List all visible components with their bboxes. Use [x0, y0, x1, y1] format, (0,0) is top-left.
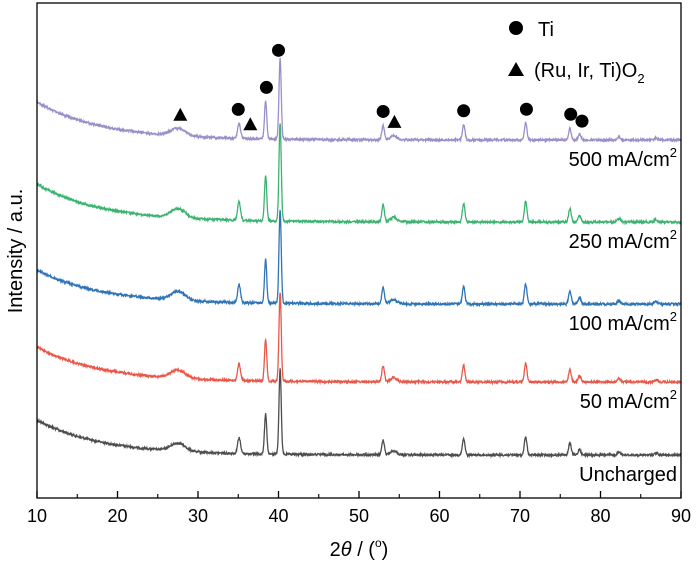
ti-peak-marker [457, 104, 471, 118]
oxide-peak-marker [387, 114, 402, 128]
series-line [36, 123, 682, 226]
ti-peak-marker [376, 104, 390, 118]
legend-triangle-marker [508, 62, 524, 76]
legend-label-oxide: (Ru, Ir, Ti)O2 [534, 60, 645, 86]
series-label: Uncharged [579, 464, 677, 486]
series-label-sup: 2 [670, 309, 677, 324]
ti-peak-marker [272, 43, 285, 57]
x-tick-label: 50 [349, 506, 369, 526]
series-label-main: 500 mA/cm [569, 149, 670, 171]
x-title-prefix: 2 [330, 539, 341, 561]
x-tick-label: 70 [510, 506, 530, 526]
ti-peak-marker [564, 107, 578, 121]
series-label-main: 250 mA/cm [569, 231, 670, 253]
series-label-sup: 2 [670, 145, 677, 160]
legend-label-oxide-sub: 2 [637, 71, 644, 86]
series-label-main: 100 mA/cm [569, 313, 670, 335]
series-line [36, 368, 682, 459]
legend: Ti (Ru, Ir, Ti)O2 [508, 19, 645, 86]
legend-circle-marker [509, 21, 523, 35]
series-line [36, 57, 682, 144]
series-label-sup: 2 [670, 387, 677, 402]
x-tick-label: 80 [590, 506, 610, 526]
x-title-theta: θ [341, 539, 352, 561]
series-label-sup: 2 [670, 227, 677, 242]
x-title-middle: / ( [352, 539, 376, 561]
x-title-unit: o [375, 536, 382, 550]
x-axis-title: 2θ / (o) [330, 536, 389, 561]
x-tick-label: 90 [671, 506, 691, 526]
series-line [36, 292, 682, 386]
series-line [36, 209, 682, 308]
x-tick-label: 40 [268, 506, 288, 526]
series-label: 500 mA/cm2 [569, 145, 677, 171]
ti-peak-marker [259, 80, 273, 94]
oxide-peak-marker [243, 117, 258, 131]
series-label: 100 mA/cm2 [569, 309, 677, 335]
legend-label-ti: Ti [538, 19, 554, 41]
series-label: 50 mA/cm2 [580, 387, 677, 413]
x-axis-ticks: 10 20 30 40 50 60 70 80 90 [27, 491, 691, 526]
legend-label-oxide-main: (Ru, Ir, Ti)O [534, 60, 637, 82]
x-tick-label: 10 [27, 506, 47, 526]
series-layer [36, 57, 682, 459]
peak-markers [173, 43, 589, 131]
y-axis-title: Intensity / a.u. [5, 189, 27, 314]
ti-peak-marker [519, 102, 533, 116]
oxide-peak-marker [173, 107, 188, 121]
series-label-main: 50 mA/cm [580, 391, 670, 413]
x-title-suffix: ) [382, 539, 389, 561]
ti-peak-marker [575, 114, 589, 128]
x-tick-label: 60 [429, 506, 449, 526]
x-tick-label: 30 [188, 506, 208, 526]
ti-peak-marker [231, 102, 245, 116]
series-label-main: Uncharged [579, 464, 677, 486]
x-tick-label: 20 [107, 506, 127, 526]
series-label: 250 mA/cm2 [569, 227, 677, 253]
